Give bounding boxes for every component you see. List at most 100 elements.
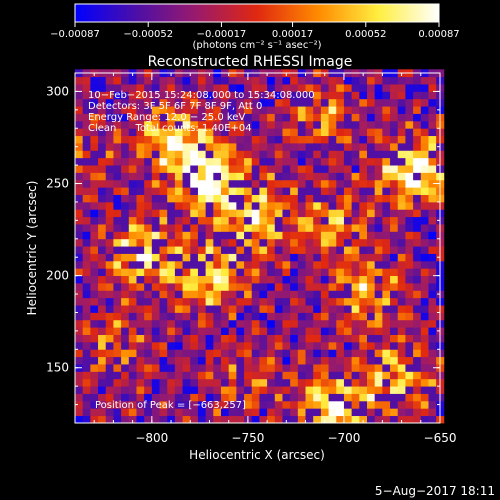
heatmap-cell xyxy=(420,113,429,122)
heatmap-cell xyxy=(420,312,429,321)
heatmap-cell xyxy=(151,327,160,335)
heatmap-cell xyxy=(213,253,222,262)
heatmap-cell xyxy=(367,128,376,137)
heatmap-cell xyxy=(151,84,160,92)
heatmap-cell xyxy=(313,327,322,335)
heatmap-cell xyxy=(267,290,276,299)
heatmap-cell xyxy=(328,386,337,394)
heatmap-cell xyxy=(90,120,99,129)
heatmap-cell xyxy=(382,120,391,129)
heatmap-cell xyxy=(359,76,368,85)
heatmap-cell xyxy=(82,187,91,195)
heatmap-cell xyxy=(98,305,107,313)
heatmap-cell xyxy=(213,400,222,409)
heatmap-cell xyxy=(82,238,91,247)
heatmap-cell xyxy=(374,319,383,328)
heatmap-cell xyxy=(98,297,107,306)
heatmap-cell xyxy=(259,253,268,262)
heatmap-cell xyxy=(244,187,253,195)
heatmap-cell xyxy=(136,113,145,122)
heatmap-cell xyxy=(320,415,329,424)
heatmap-cell xyxy=(213,209,222,218)
heatmap-cell xyxy=(367,415,376,424)
heatmap-cell xyxy=(359,253,368,262)
heatmap-cell xyxy=(413,84,422,92)
heatmap-cell xyxy=(121,187,130,195)
heatmap-cell xyxy=(75,135,84,144)
heatmap-cell xyxy=(205,135,214,144)
heatmap-cell xyxy=(213,201,222,210)
heatmap-cell xyxy=(405,84,414,92)
heatmap-cell xyxy=(136,260,145,269)
heatmap-cell xyxy=(351,408,360,417)
heatmap-cell xyxy=(251,135,260,144)
heatmap-cell xyxy=(382,209,391,218)
heatmap-cell xyxy=(159,400,168,409)
heatmap-cell xyxy=(336,179,345,188)
heatmap-cell xyxy=(282,224,291,232)
heatmap-cell xyxy=(359,356,368,365)
heatmap-cell xyxy=(374,290,383,299)
heatmap-cell xyxy=(274,341,283,350)
heatmap-cell xyxy=(374,253,383,262)
heatmap-cell xyxy=(320,98,329,107)
heatmap-cell xyxy=(382,165,391,173)
heatmap-cell xyxy=(113,143,122,151)
heatmap-cell xyxy=(328,209,337,218)
heatmap-cell xyxy=(113,371,122,380)
heatmap-cell xyxy=(82,408,91,417)
heatmap-cell xyxy=(128,224,137,232)
heatmap-cell xyxy=(351,91,360,100)
heatmap-cell xyxy=(98,98,107,107)
heatmap-cell xyxy=(136,356,145,365)
heatmap-cell xyxy=(167,349,176,358)
heatmap-cell xyxy=(190,187,199,195)
heatmap-cell xyxy=(390,98,399,107)
heatmap-cell xyxy=(113,106,122,114)
heatmap-cell xyxy=(136,143,145,151)
heatmap-cell xyxy=(382,113,391,122)
heatmap-cell xyxy=(205,246,214,254)
heatmap-cell xyxy=(282,334,291,343)
heatmap-cell xyxy=(136,91,145,100)
heatmap-cell xyxy=(297,143,306,151)
heatmap-cell xyxy=(197,341,207,350)
heatmap-cell xyxy=(113,283,122,291)
heatmap-cell xyxy=(390,165,399,173)
heatmap-cell xyxy=(328,216,337,225)
heatmap-cell xyxy=(167,364,176,372)
heatmap-cell xyxy=(151,165,160,173)
heatmap-cell xyxy=(144,84,153,92)
heatmap-cell xyxy=(182,128,191,137)
heatmap-cell xyxy=(213,91,222,100)
heatmap-cell xyxy=(390,364,399,372)
heatmap-cell xyxy=(290,253,299,262)
heatmap-cell xyxy=(113,150,122,159)
heatmap-cell xyxy=(390,341,399,350)
heatmap-cell xyxy=(313,393,322,402)
heatmap-cell xyxy=(297,194,306,203)
heatmap-cell xyxy=(221,400,230,409)
heatmap-cell xyxy=(228,371,237,380)
heatmap-cell xyxy=(174,157,183,166)
heatmap-cell xyxy=(428,297,437,306)
heatmap-cell xyxy=(290,179,299,188)
heatmap-cell xyxy=(251,364,260,372)
heatmap-cell xyxy=(320,327,329,335)
heatmap-cell xyxy=(313,224,322,232)
heatmap-cell xyxy=(75,378,84,387)
heatmap-cell xyxy=(320,364,329,372)
heatmap-cell xyxy=(367,408,376,417)
heatmap-cell xyxy=(151,209,160,218)
heatmap-cell xyxy=(397,128,406,137)
heatmap-cell xyxy=(367,91,376,100)
heatmap-cell xyxy=(390,209,399,218)
heatmap-cell xyxy=(282,319,291,328)
heatmap-cell xyxy=(144,290,153,299)
heatmap-cell xyxy=(390,334,399,343)
heatmap-cell xyxy=(343,341,353,350)
heatmap-cell xyxy=(405,408,414,417)
heatmap-cell xyxy=(121,386,130,394)
heatmap-cell xyxy=(105,393,114,402)
heatmap-cell xyxy=(397,120,406,129)
